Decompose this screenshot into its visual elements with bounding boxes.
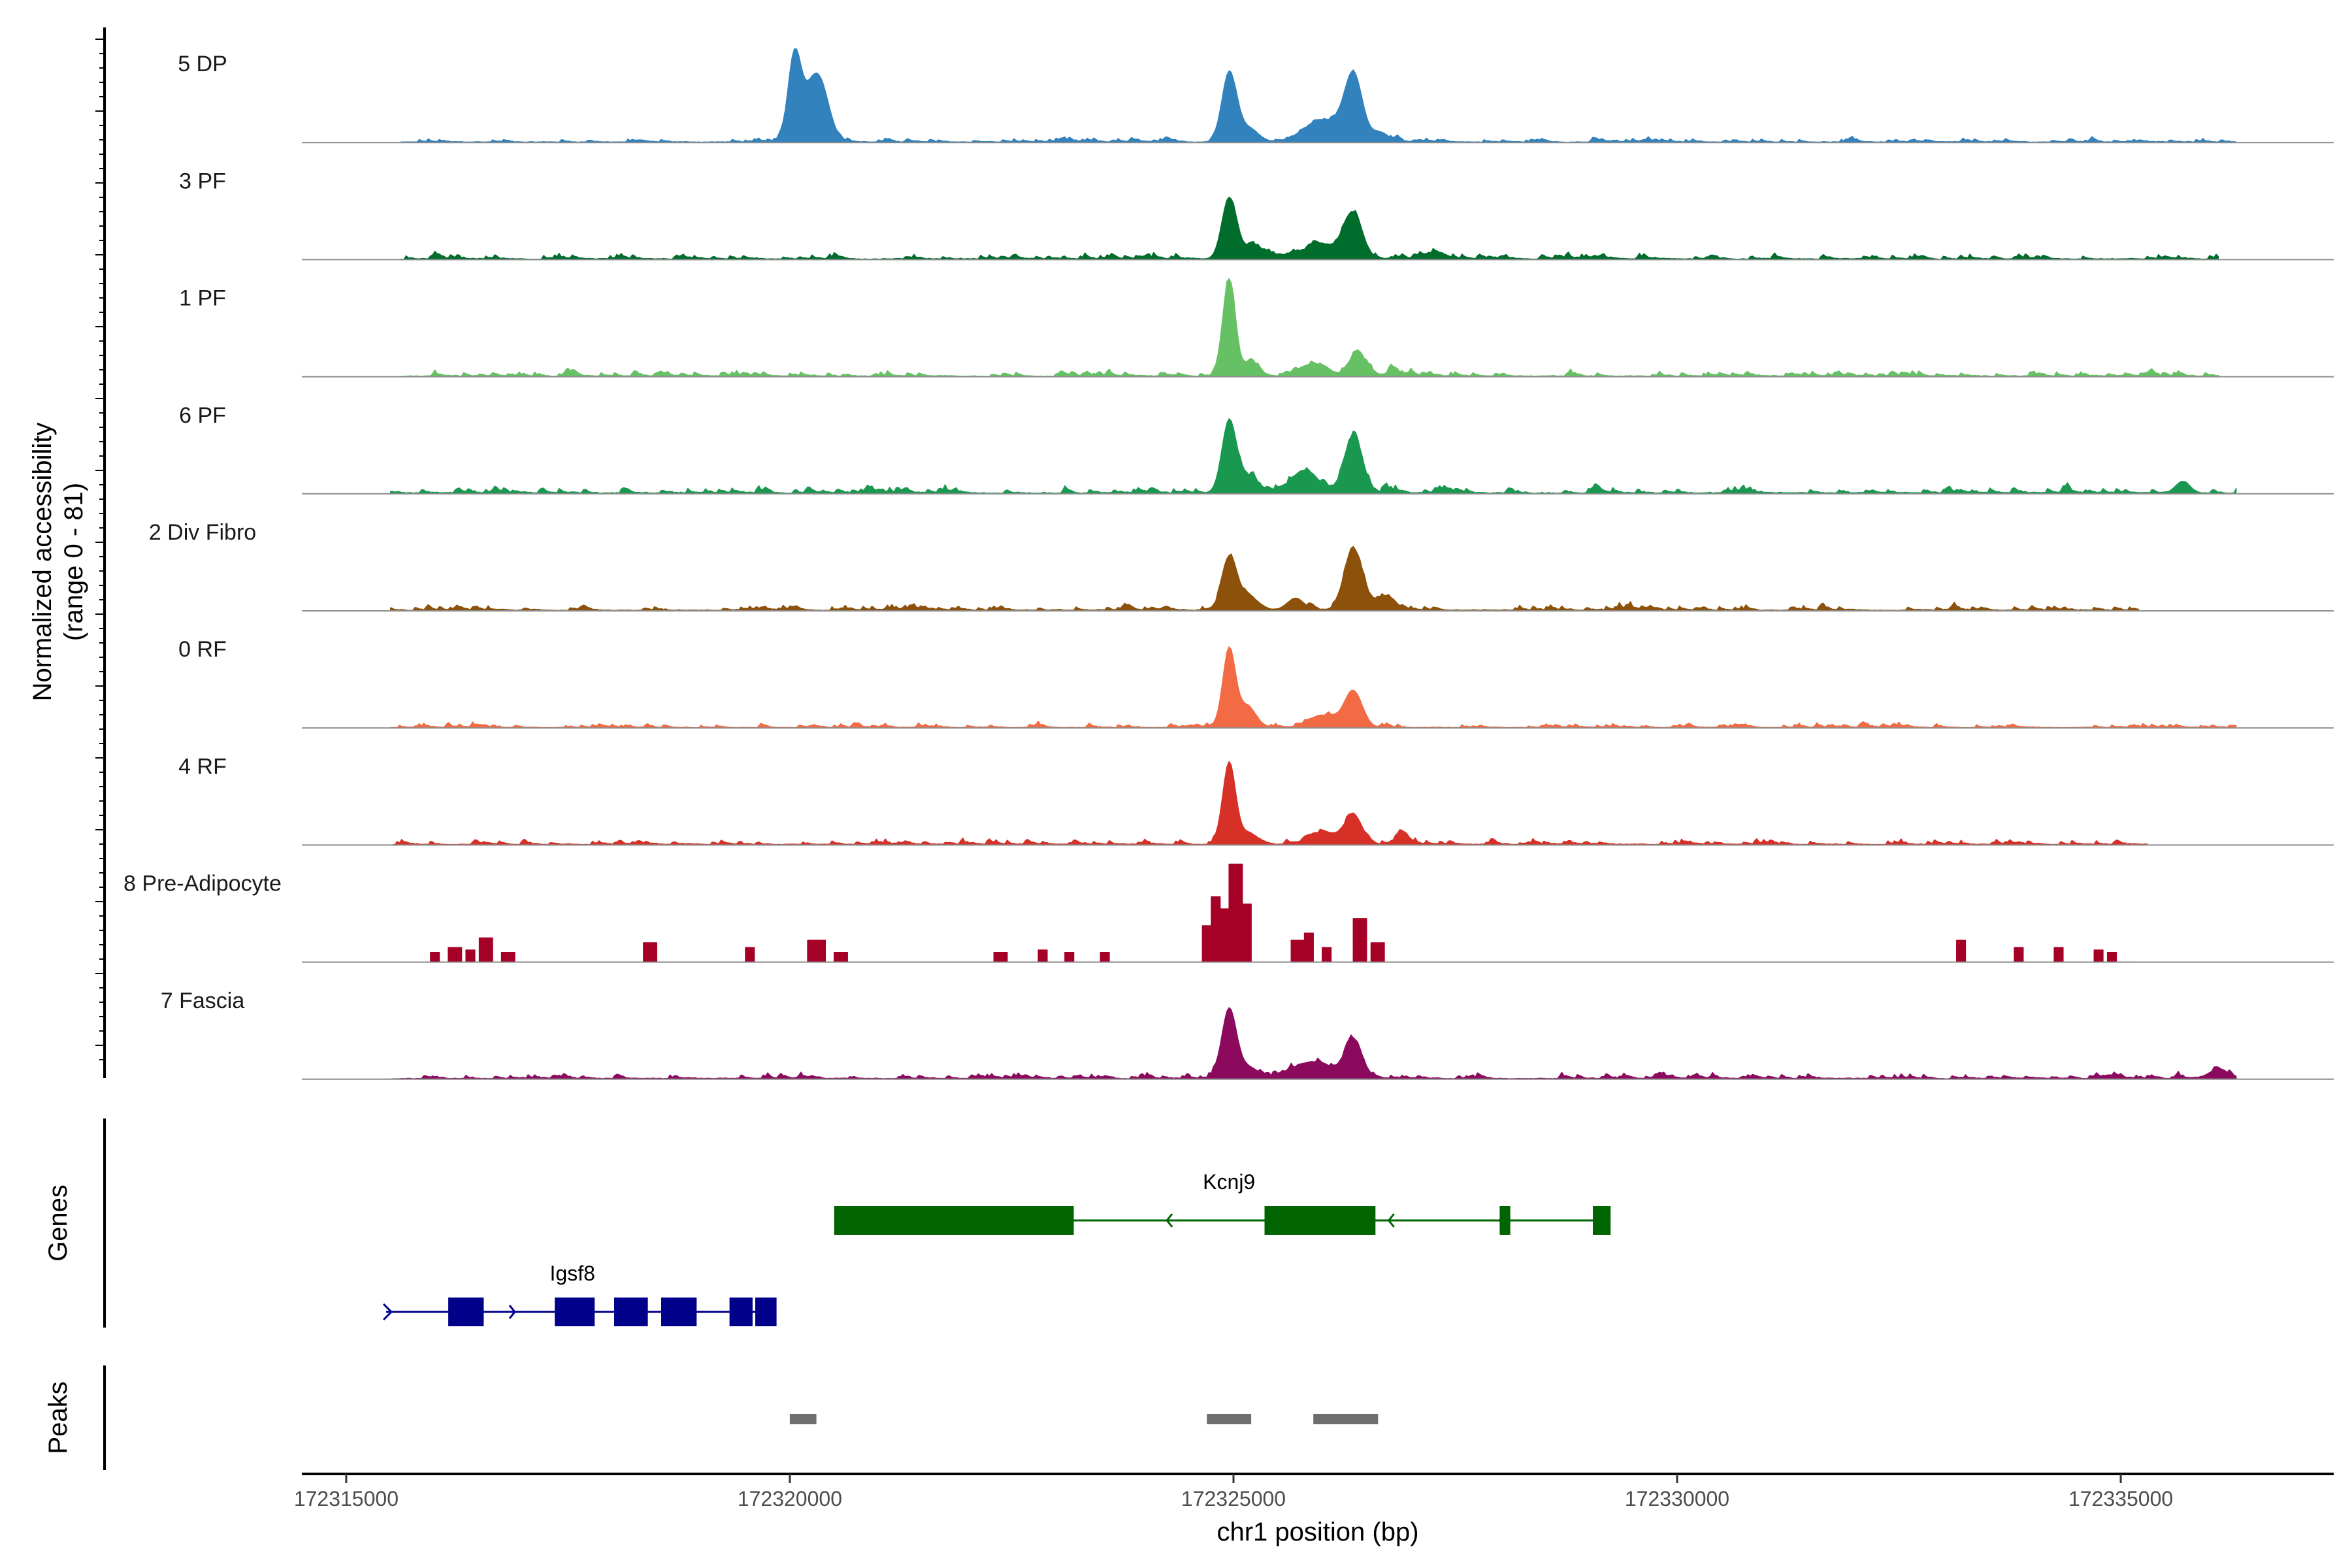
gene-igsf8: Igsf8 [382, 1262, 777, 1326]
strand-arrow [1166, 1213, 1173, 1228]
peak-region [1313, 1414, 1379, 1424]
gene-exon [834, 1206, 1074, 1235]
track-7-fascia [302, 1007, 2334, 1080]
coverage-area [399, 48, 2237, 143]
track-label: 6 PF [179, 403, 226, 428]
coverage-area [390, 546, 2139, 612]
coverage-area [399, 278, 2219, 378]
coverage-area [390, 418, 2237, 495]
track-3-pf [302, 197, 2334, 261]
track-0-rf [302, 646, 2334, 729]
peak-region [1207, 1414, 1252, 1424]
coverage-tracks [302, 48, 2334, 1080]
track-label: 8 Pre-Adipocyte [123, 872, 282, 896]
gene-exon [661, 1298, 697, 1326]
coverage-area [399, 197, 2219, 261]
track-8-pre-adipocyte [302, 863, 2334, 963]
gene-exon [755, 1298, 777, 1326]
track-5-dp [302, 48, 2334, 144]
x-tick-label: 172315000 [294, 1487, 399, 1511]
x-tick-label: 172320000 [738, 1487, 842, 1511]
track-label: 1 PF [179, 286, 226, 311]
gene-exon [555, 1298, 595, 1326]
strand-arrow [508, 1305, 516, 1319]
gene-exon [1499, 1206, 1511, 1235]
gene-exon [614, 1298, 648, 1326]
gene-exon [729, 1298, 753, 1326]
gene-annotations: Kcnj9 Igsf8 [382, 1170, 1611, 1326]
strand-arrow [1387, 1213, 1395, 1228]
track-label: 0 RF [178, 637, 227, 662]
gene-exon [448, 1298, 484, 1326]
gene-label: Kcnj9 [1203, 1170, 1255, 1194]
track-4-rf [302, 760, 2334, 846]
track-label: 3 PF [179, 169, 226, 193]
gene-exon [1264, 1206, 1376, 1235]
track-label: 5 DP [178, 52, 227, 76]
coverage-area [425, 863, 2139, 963]
genes-track-label: Genes [44, 1184, 73, 1262]
x-tick-label: 172335000 [2068, 1487, 2173, 1511]
x-tick-label: 172330000 [1625, 1487, 1729, 1511]
track-label: 7 Fascia [161, 988, 245, 1013]
gene-label: Igsf8 [550, 1262, 595, 1285]
peak-regions [789, 1414, 1379, 1424]
coverage-area [390, 1007, 2237, 1080]
x-axis-ticks: 172315000 172320000 172325000 172330000 1723… [294, 1474, 2173, 1511]
y-axis-title: Normalized accessibility [28, 423, 57, 702]
track-label: 2 Div Fibro [149, 520, 256, 545]
track-2-div-fibro [302, 546, 2334, 612]
x-axis-title: chr1 position (bp) [1217, 1518, 1418, 1546]
track-labels: 5 DP 3 PF 1 PF 6 PF 2 Div Fibro 0 RF 4 RF 8 Pre… [123, 52, 282, 1013]
strand-arrow [382, 1303, 393, 1321]
track-6-pf [302, 418, 2334, 495]
coverage-area [390, 646, 2237, 728]
peak-region [789, 1414, 817, 1424]
gene-exon [1593, 1206, 1611, 1235]
gene-kcnj9: Kcnj9 [834, 1170, 1611, 1235]
peaks-track-label: Peaks [44, 1381, 73, 1454]
track-label: 4 RF [178, 754, 227, 779]
x-tick-label: 172325000 [1181, 1487, 1286, 1511]
y-axis-subtitle: (range 0 - 81) [59, 483, 88, 641]
coverage-area [390, 760, 2148, 846]
track-1-pf [302, 278, 2334, 378]
coverage-y-ticks [95, 39, 105, 1060]
